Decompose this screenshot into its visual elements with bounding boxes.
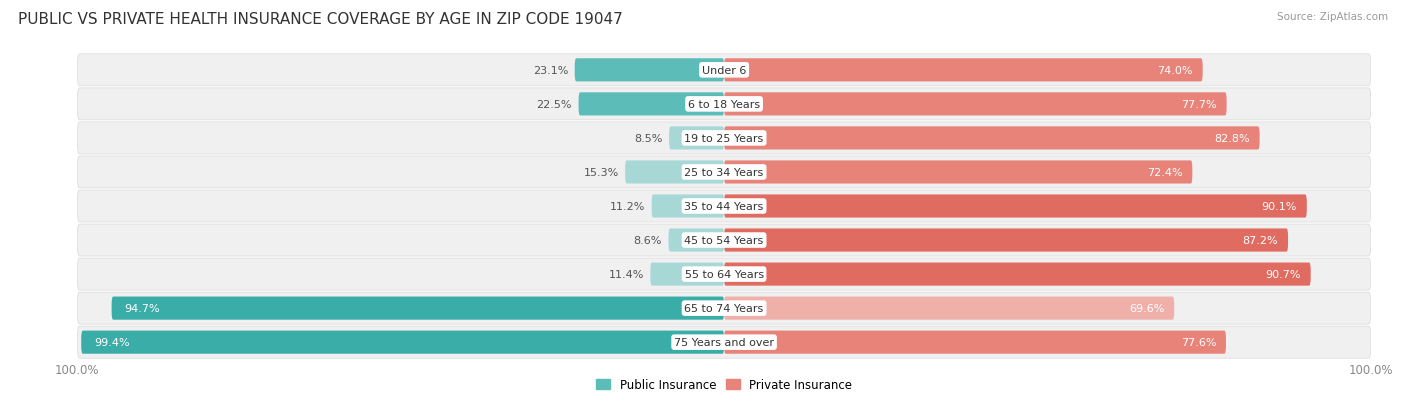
Text: 69.6%: 69.6% [1129,304,1164,313]
Text: 35 to 44 Years: 35 to 44 Years [685,202,763,211]
Text: 6 to 18 Years: 6 to 18 Years [688,100,761,109]
Text: 74.0%: 74.0% [1157,66,1192,76]
FancyBboxPatch shape [77,225,1371,256]
Text: 72.4%: 72.4% [1147,168,1182,178]
Text: 11.2%: 11.2% [610,202,645,211]
FancyBboxPatch shape [724,161,1192,184]
FancyBboxPatch shape [579,93,724,116]
FancyBboxPatch shape [77,123,1371,154]
Text: 99.4%: 99.4% [94,337,129,347]
Text: 77.7%: 77.7% [1181,100,1218,109]
Text: 90.7%: 90.7% [1265,269,1301,280]
Text: 82.8%: 82.8% [1215,133,1250,144]
FancyBboxPatch shape [111,297,724,320]
Text: 55 to 64 Years: 55 to 64 Years [685,269,763,280]
FancyBboxPatch shape [724,93,1226,116]
FancyBboxPatch shape [77,89,1371,121]
FancyBboxPatch shape [724,127,1260,150]
FancyBboxPatch shape [669,127,724,150]
Text: 45 to 54 Years: 45 to 54 Years [685,235,763,245]
FancyBboxPatch shape [724,229,1288,252]
Text: 23.1%: 23.1% [533,66,568,76]
Text: 22.5%: 22.5% [537,100,572,109]
FancyBboxPatch shape [77,326,1371,358]
FancyBboxPatch shape [77,55,1371,87]
FancyBboxPatch shape [651,195,724,218]
Text: 87.2%: 87.2% [1243,235,1278,245]
FancyBboxPatch shape [77,259,1371,290]
FancyBboxPatch shape [651,263,724,286]
Text: 77.6%: 77.6% [1181,337,1216,347]
Text: PUBLIC VS PRIVATE HEALTH INSURANCE COVERAGE BY AGE IN ZIP CODE 19047: PUBLIC VS PRIVATE HEALTH INSURANCE COVER… [18,12,623,27]
FancyBboxPatch shape [575,59,724,82]
FancyBboxPatch shape [668,229,724,252]
Text: Under 6: Under 6 [702,66,747,76]
Text: 19 to 25 Years: 19 to 25 Years [685,133,763,144]
Text: 94.7%: 94.7% [125,304,160,313]
Text: Source: ZipAtlas.com: Source: ZipAtlas.com [1277,12,1388,22]
FancyBboxPatch shape [724,59,1202,82]
FancyBboxPatch shape [77,190,1371,223]
Text: 90.1%: 90.1% [1261,202,1298,211]
FancyBboxPatch shape [724,263,1310,286]
FancyBboxPatch shape [626,161,724,184]
FancyBboxPatch shape [77,157,1371,188]
Text: 65 to 74 Years: 65 to 74 Years [685,304,763,313]
FancyBboxPatch shape [724,331,1226,354]
Text: 15.3%: 15.3% [583,168,619,178]
FancyBboxPatch shape [724,195,1306,218]
FancyBboxPatch shape [724,297,1174,320]
FancyBboxPatch shape [77,292,1371,324]
Legend: Public Insurance, Private Insurance: Public Insurance, Private Insurance [592,374,856,396]
Text: 75 Years and over: 75 Years and over [673,337,775,347]
Text: 25 to 34 Years: 25 to 34 Years [685,168,763,178]
Text: 8.5%: 8.5% [634,133,662,144]
FancyBboxPatch shape [82,331,724,354]
Text: 11.4%: 11.4% [609,269,644,280]
Text: 8.6%: 8.6% [634,235,662,245]
